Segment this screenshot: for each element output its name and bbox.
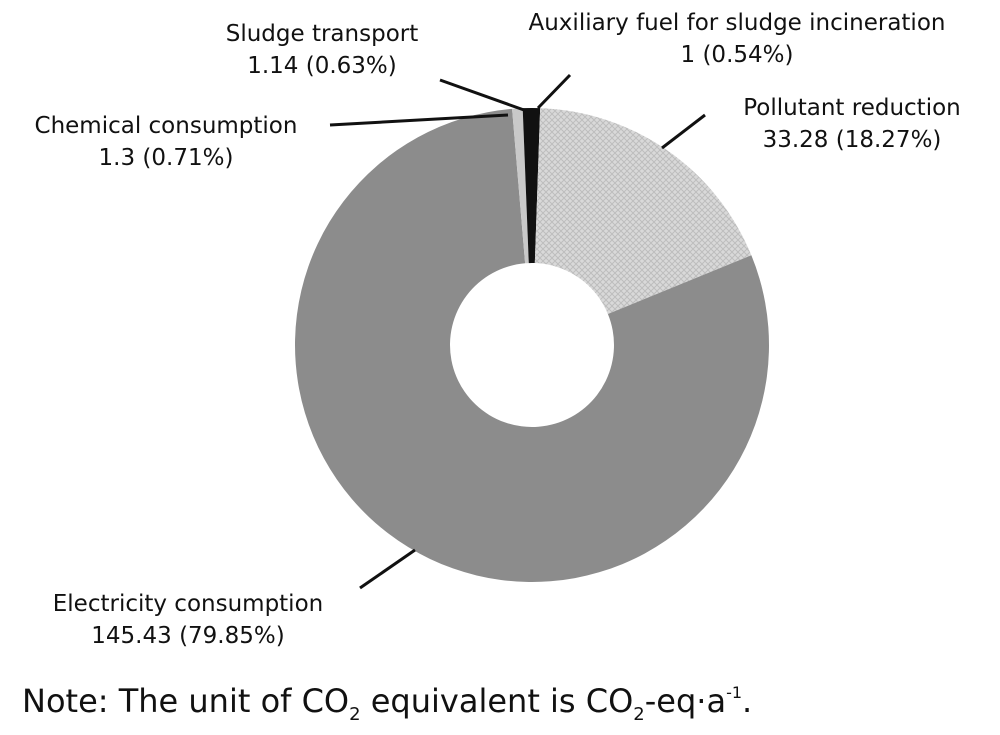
note: Note: The unit of CO2 equivalent is CO2-…: [22, 682, 752, 725]
slice: [522, 108, 532, 264]
leader-line: [359, 548, 416, 590]
slice: [295, 108, 769, 583]
value-label: 33.28 (18.27%): [763, 127, 942, 153]
note-part: -1: [726, 683, 742, 702]
note-part: -eq·a: [645, 682, 726, 720]
note-part: 2: [349, 704, 360, 725]
value-label: 1.14 (0.63%): [247, 53, 397, 79]
slice: [532, 108, 541, 264]
slice-label: Chemical consumption: [35, 113, 298, 139]
value-label: 1.3 (0.71%): [99, 145, 234, 171]
note-part: Note: The unit of CO: [22, 682, 349, 720]
leader-line: [329, 113, 509, 127]
note-part: equivalent is CO: [361, 682, 634, 720]
slice: [534, 108, 752, 314]
slice: [512, 108, 529, 264]
note-part: 2: [633, 704, 644, 725]
value-label: 145.43 (79.85%): [91, 623, 284, 649]
slice-label: Pollutant reduction: [743, 95, 960, 121]
slice-label: Auxiliary fuel for sludge incineration: [529, 10, 946, 36]
slice-label: Sludge transport: [226, 21, 419, 47]
leader-line: [661, 113, 706, 150]
note-part: .: [742, 682, 752, 720]
leader-line: [439, 78, 525, 112]
value-label: 1 (0.54%): [681, 42, 794, 68]
leader-line: [536, 73, 572, 110]
slice-label: Electricity consumption: [53, 591, 323, 617]
